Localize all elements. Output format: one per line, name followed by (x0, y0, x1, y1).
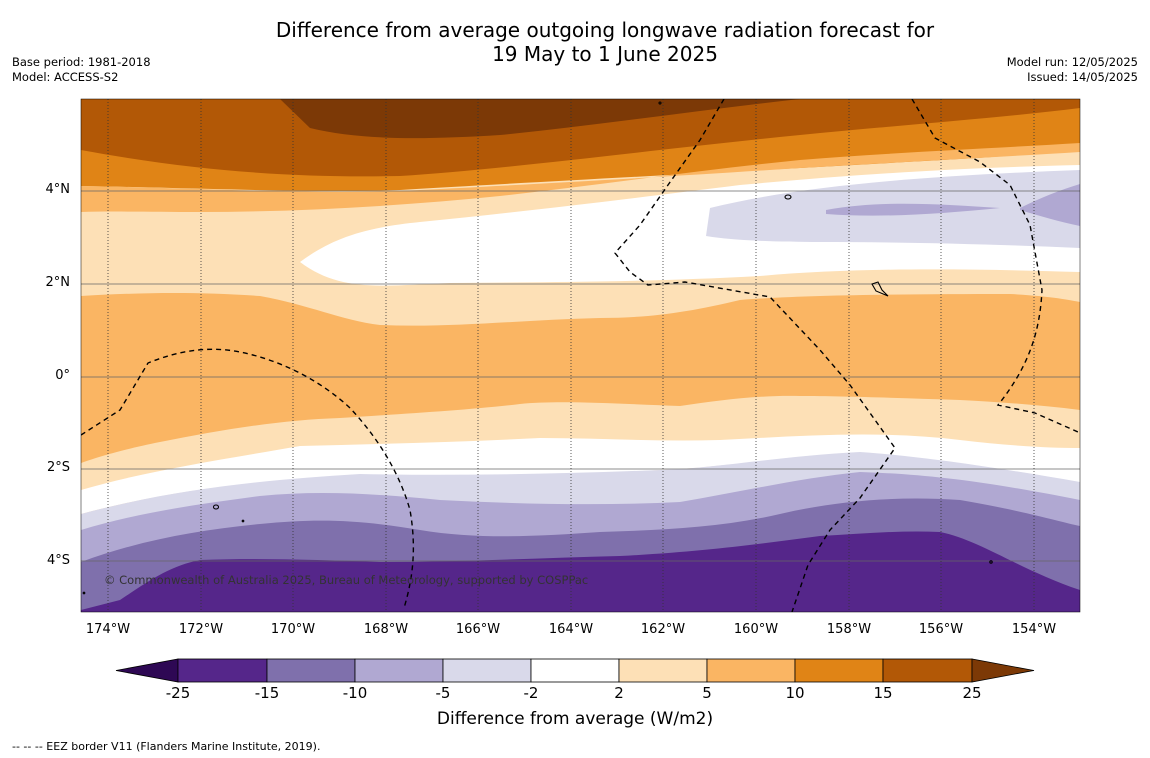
band-neg5-neg10-north (826, 184, 1080, 226)
base-period: Base period: 1981-2018 (12, 55, 151, 69)
colorbar-tick: 5 (702, 684, 712, 702)
copyright-note: © Commonwealth of Australia 2025, Bureau… (104, 573, 589, 587)
map-field (81, 99, 1080, 612)
meta-left: Base period: 1981-2018 Model: ACCESS-S2 (12, 55, 151, 85)
lon-label: 166°W (455, 622, 501, 637)
eez-borders (81, 99, 1079, 612)
map-title: Difference from average outgoing longwav… (0, 18, 1150, 66)
band-5-10-equatorial (81, 293, 1080, 463)
lon-label: 162°W (640, 622, 686, 637)
model-run: Model run: 12/05/2025 (1006, 55, 1138, 69)
colorbar-tick: -25 (165, 684, 191, 702)
colorbar-bin (442, 658, 532, 683)
colorbar-tick: 25 (962, 684, 982, 702)
band-neg15-neg25-south (81, 531, 1080, 612)
lon-label: 156°W (918, 622, 964, 637)
lat-label: 2°S (46, 460, 70, 475)
colorbar-tick: -5 (435, 684, 451, 702)
title-line-2: 19 May to 1 June 2025 (492, 42, 718, 66)
colorbar-bin (794, 658, 884, 683)
issued-date: Issued: 14/05/2025 (1027, 70, 1138, 84)
map-frame (80, 98, 1081, 613)
lon-label: 174°W (85, 622, 131, 637)
colorbar-bin (618, 658, 708, 683)
lat-label: 2°N (45, 275, 71, 290)
title-line-1: Difference from average outgoing longwav… (275, 18, 935, 42)
lon-label: 170°W (270, 622, 316, 637)
lat-label: 4°S (46, 553, 70, 568)
colorbar-label: Difference from average (W/m2) (436, 709, 714, 729)
colorbar-tick: -15 (254, 684, 280, 702)
colorbar-tick: -10 (342, 684, 368, 702)
lon-label: 154°W (1011, 622, 1057, 637)
lon-label: 172°W (178, 622, 224, 637)
lat-label: 0° (55, 368, 70, 383)
band-5-10-north (81, 143, 1080, 212)
lat-label: 4°N (45, 182, 71, 197)
colorbar-tick: 15 (873, 684, 893, 702)
islands (82, 101, 993, 595)
lon-label: 160°W (733, 622, 779, 637)
colorbar-tick: -2 (523, 684, 539, 702)
colorbar-tick: 2 (614, 684, 624, 702)
colorbar-tick: 10 (785, 684, 805, 702)
lat-gridlines (81, 190, 1080, 562)
lon-label: 168°W (363, 622, 409, 637)
colorbar-bin (882, 658, 973, 683)
colorbar (115, 658, 1035, 683)
band-over-25-north (280, 99, 800, 139)
colorbar-bin (266, 658, 356, 683)
meta-right: Model run: 12/05/2025 Issued: 14/05/2025 (1007, 55, 1138, 85)
colorbar-bin (354, 658, 444, 683)
colorbar-arrow-low (115, 658, 179, 683)
colorbar-bin (706, 658, 796, 683)
model-name: Model: ACCESS-S2 (12, 70, 119, 84)
colorbar-arrow-high (971, 658, 1035, 683)
lon-label: 164°W (548, 622, 594, 637)
eez-legend-note: -- -- -- EEZ border V11 (Flanders Marine… (12, 740, 321, 753)
lon-label: 158°W (826, 622, 872, 637)
colorbar-bin (177, 658, 268, 683)
colorbar-bin (530, 658, 620, 683)
